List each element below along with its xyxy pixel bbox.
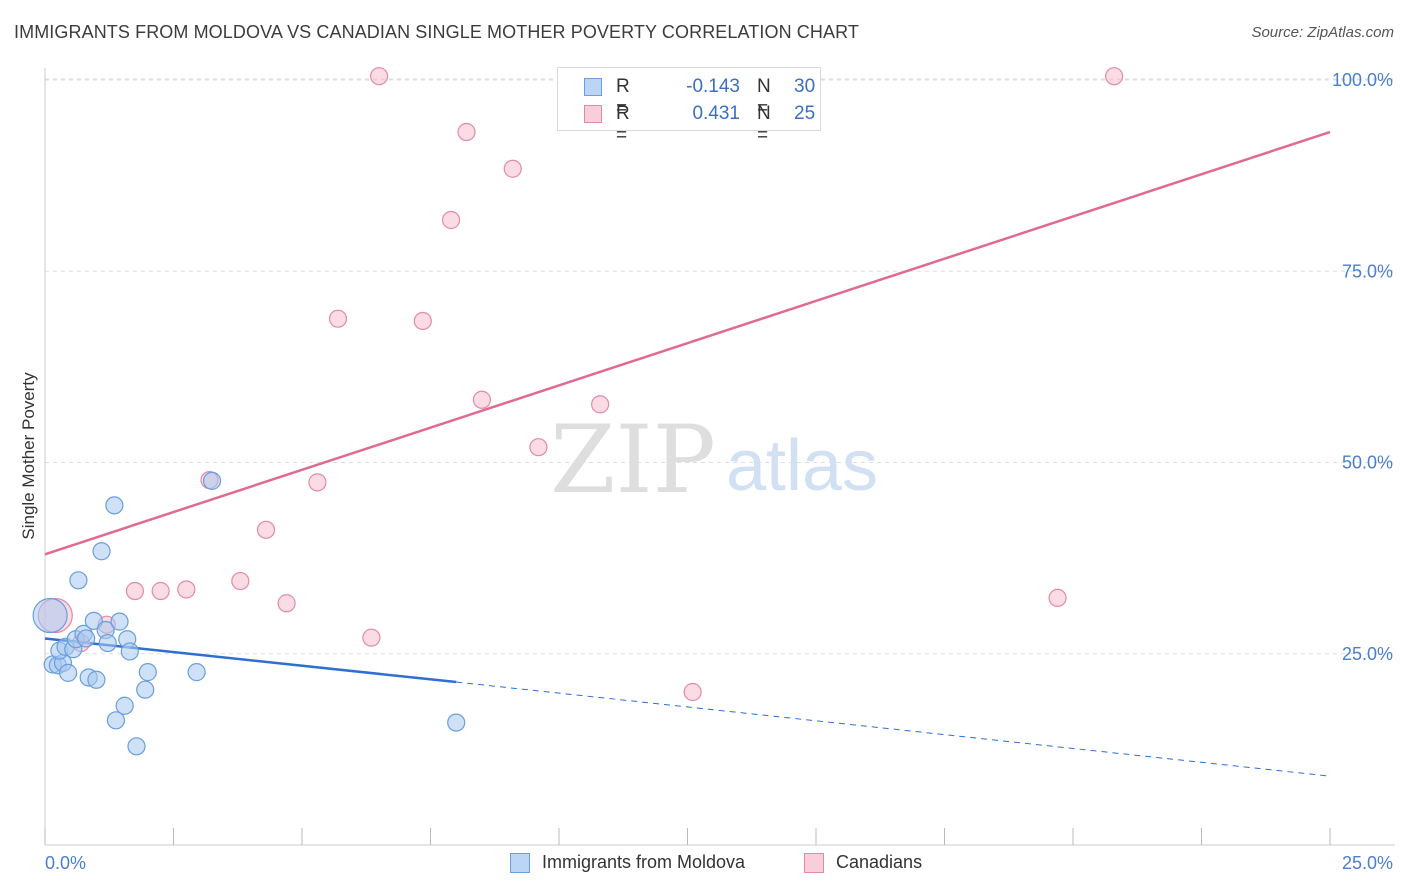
y-tick-label: 75.0% <box>1342 261 1393 281</box>
moldova-point <box>105 496 124 515</box>
moldova-swatch <box>584 78 602 96</box>
moldova-point <box>98 633 117 653</box>
canadians-swatch <box>584 105 602 123</box>
moldova-point <box>120 642 139 661</box>
canadians-point <box>503 159 522 178</box>
moldova-legend-swatch <box>510 853 530 873</box>
canadians-trend-line <box>44 130 1331 556</box>
canadians-point <box>370 67 389 86</box>
canadians-legend-swatch <box>804 853 824 873</box>
r-label: R = <box>616 76 630 119</box>
moldova-point <box>447 713 466 732</box>
canadians-point <box>277 594 296 613</box>
moldova-point <box>115 696 134 715</box>
r-value: 0.431 <box>692 103 740 124</box>
canadians-point <box>1048 588 1067 608</box>
canadians-point <box>591 395 610 414</box>
y-tick-label: 25.0% <box>1342 644 1393 664</box>
stats-legend: R = -0.143 N = 30 R = 0.431 N = 25 <box>557 67 821 146</box>
moldova-point <box>87 670 106 689</box>
source-label: Source: ZipAtlas.com <box>1251 24 1394 41</box>
y-tick-label: 50.0% <box>1342 453 1393 473</box>
canadians-point <box>177 580 196 599</box>
n-label: N = <box>757 103 771 146</box>
canadians-point <box>256 520 276 539</box>
n-label: N = <box>757 76 771 119</box>
moldova-point <box>138 663 157 682</box>
moldova-point <box>187 663 206 682</box>
moldova-point <box>127 737 146 756</box>
moldova-point <box>202 471 222 490</box>
y-tick-label: 100.0% <box>1332 70 1393 90</box>
canadians-point <box>683 682 702 702</box>
canadians-point <box>457 122 476 142</box>
scatter-points <box>32 67 1124 756</box>
moldova-point <box>77 629 96 648</box>
moldova-point <box>59 663 78 682</box>
moldova-point <box>110 612 129 631</box>
n-value: 30 <box>794 76 816 97</box>
r-label: R = <box>616 103 630 146</box>
moldova-point <box>106 711 126 730</box>
canadians-point <box>125 581 145 601</box>
moldova-point <box>92 542 111 561</box>
grid-lines <box>45 78 1395 655</box>
canadians-point <box>413 311 432 331</box>
axes <box>44 68 1395 846</box>
legend-label: Immigrants from Moldova <box>542 852 746 872</box>
canadians-point <box>151 581 170 601</box>
r-value: -0.143 <box>686 76 740 97</box>
canadians-point <box>472 390 491 409</box>
canadians-point <box>529 438 548 457</box>
canadians-point <box>231 571 250 591</box>
moldova-trend-line-extension <box>456 681 1331 777</box>
canadians-point <box>441 210 461 230</box>
canadians-point <box>328 309 348 328</box>
canadians-point <box>1105 67 1124 86</box>
moldova-point <box>136 680 155 699</box>
legend-label: Canadians <box>836 852 923 872</box>
tick-labels: 25.0% 50.0% 75.0% 100.0% 0.0% 25.0% <box>45 70 1393 873</box>
chart-title: IMMIGRANTS FROM MOLDOVA VS CANADIAN SING… <box>14 22 859 42</box>
x-tick-label: 25.0% <box>1342 853 1393 873</box>
canadians-point <box>308 473 327 492</box>
canadians-point <box>362 628 381 647</box>
moldova-point <box>69 571 88 590</box>
watermark-atlas: atlas <box>726 426 878 506</box>
x-tick-label: 0.0% <box>45 853 86 873</box>
watermark-zip: ZIP <box>550 406 716 515</box>
n-value: 25 <box>794 103 816 124</box>
watermark: ZIP atlas <box>550 406 878 515</box>
moldova-point <box>32 597 68 634</box>
